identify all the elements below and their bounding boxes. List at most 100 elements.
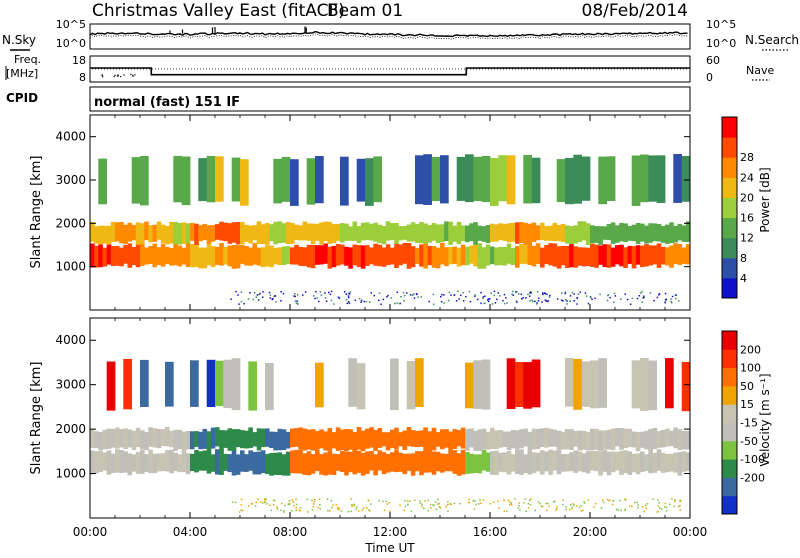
scatter-point	[389, 510, 391, 512]
scatter-point	[293, 505, 295, 507]
heatmap-cell	[90, 221, 95, 242]
frequency-frame	[89, 55, 691, 83]
scatter-point	[656, 296, 659, 299]
heatmap-cell	[206, 431, 212, 451]
heatmap-cell	[627, 451, 633, 475]
heatmap-cell	[231, 429, 237, 451]
scatter-point	[637, 504, 639, 506]
scatter-point	[600, 507, 603, 509]
scatter-point	[275, 301, 277, 303]
heatmap-cell	[477, 243, 483, 269]
heatmap-cell	[119, 429, 124, 448]
heatmap-cell	[181, 156, 191, 206]
nsky-spikes	[169, 26, 307, 34]
heatmap-cell	[510, 430, 516, 449]
heatmap-cell	[494, 247, 499, 266]
heatmap-cell	[490, 427, 495, 450]
heatmap-cell	[231, 245, 237, 269]
heatmap-cell	[519, 449, 524, 475]
scatter-point	[428, 300, 430, 303]
heatmap-cell	[548, 243, 553, 266]
heatmap-cell	[277, 247, 283, 265]
heatmap-cell	[398, 432, 403, 447]
scatter-point	[497, 292, 499, 294]
scatter-point	[629, 303, 632, 305]
heatmap-cell	[440, 429, 445, 450]
velocity-ylabel: Slant Range [km]	[29, 362, 44, 475]
scatter-point	[657, 505, 660, 507]
scatter-point	[480, 302, 482, 305]
scatter-point	[678, 300, 680, 302]
heatmap-cell	[635, 432, 641, 452]
heatmap-cell	[385, 454, 391, 473]
scatter-point	[653, 299, 655, 302]
heatmap-cell	[173, 243, 178, 266]
scatter-point	[542, 292, 544, 294]
heatmap-cell	[256, 247, 262, 266]
scatter-point	[536, 302, 538, 304]
scatter-point	[665, 506, 668, 509]
heatmap-cell	[394, 427, 399, 450]
scatter-point	[406, 500, 409, 502]
power-frame	[89, 114, 691, 311]
heatmap-cell	[215, 156, 224, 202]
heatmap-cell	[356, 450, 362, 473]
scatter-point	[363, 300, 366, 303]
scatter-point	[410, 510, 413, 512]
heatmap-cell	[531, 452, 537, 474]
heatmap-cell	[373, 156, 382, 203]
heatmap-cell	[427, 225, 433, 243]
heatmap-cell	[273, 452, 278, 475]
heatmap-cell	[619, 222, 624, 242]
heatmap-cell	[160, 224, 166, 244]
scatter-point	[645, 507, 647, 510]
heatmap-cell	[98, 225, 103, 245]
scatter-point	[614, 295, 617, 297]
scatter-point	[237, 294, 239, 296]
heatmap-cell	[515, 222, 520, 244]
scatter-point	[403, 300, 405, 302]
heatmap-cell	[235, 454, 241, 475]
heatmap-cell	[652, 452, 658, 473]
scatter-point	[315, 290, 317, 293]
scatter-point	[338, 507, 341, 510]
heatmap-cell	[519, 222, 524, 243]
heatmap-cell	[131, 157, 141, 204]
heatmap-cell	[556, 430, 562, 450]
scatter-point	[313, 499, 316, 501]
heatmap-cell	[585, 451, 591, 474]
heatmap-cell	[415, 358, 424, 407]
heatmap-cell	[169, 247, 174, 266]
scatter-point	[453, 502, 456, 505]
scatter-point	[448, 299, 450, 302]
scatter-point	[265, 498, 267, 500]
scatter-point	[295, 503, 298, 506]
heatmap-cell	[106, 361, 116, 411]
scatter-point	[402, 291, 405, 294]
scatter-point	[355, 508, 357, 510]
heatmap-cell	[448, 221, 453, 245]
heatmap-cell	[340, 244, 345, 265]
scatter-point	[317, 506, 319, 509]
scatter-point	[365, 300, 368, 303]
heatmap-cell	[256, 428, 262, 451]
heatmap-cell	[540, 428, 545, 447]
heatmap-cell	[156, 247, 162, 265]
scatter-point	[360, 299, 363, 302]
heatmap-cell	[198, 247, 203, 269]
scatter-point	[283, 510, 285, 512]
heatmap-cell	[677, 429, 683, 451]
heatmap-cell	[615, 428, 620, 447]
scatter-point	[573, 300, 575, 302]
scatter-point	[505, 297, 507, 299]
scatter-point	[547, 300, 550, 302]
heatmap-cell	[677, 244, 683, 265]
scatter-point	[248, 505, 250, 507]
scatter-point	[420, 296, 422, 298]
scatter-point	[311, 509, 314, 511]
scatter-point	[394, 302, 396, 305]
scatter-point	[347, 296, 350, 299]
heatmap-cell	[648, 449, 653, 474]
scatter-point	[571, 291, 574, 294]
scatter-point	[493, 290, 496, 293]
